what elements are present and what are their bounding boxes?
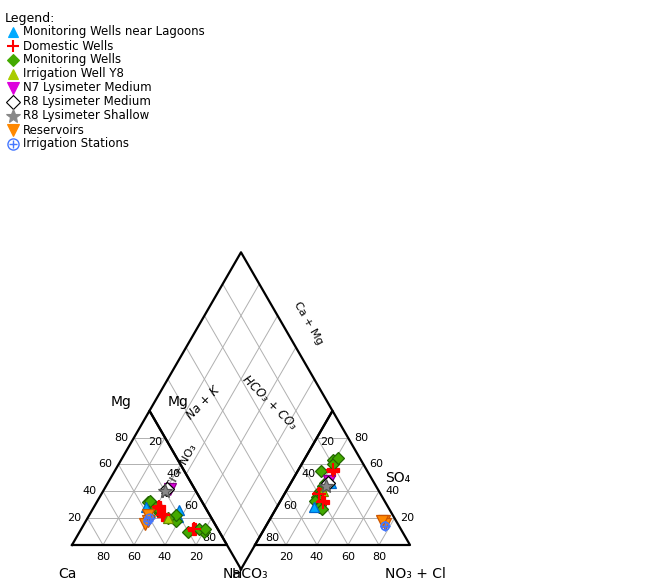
Text: 20: 20 (400, 513, 415, 523)
Text: 20: 20 (148, 437, 162, 447)
Text: 80: 80 (114, 433, 128, 443)
Text: 20: 20 (189, 552, 203, 562)
Text: 20: 20 (279, 552, 293, 562)
Text: Reservoirs: Reservoirs (23, 123, 85, 137)
Text: 60: 60 (369, 460, 384, 470)
Text: HCO₃: HCO₃ (231, 567, 268, 581)
Text: SO₄ + Cl + NO₃: SO₄ + Cl + NO₃ (148, 443, 199, 522)
Text: 40: 40 (83, 486, 97, 496)
Text: Domestic Wells: Domestic Wells (23, 39, 113, 52)
Text: Monitoring Wells near Lagoons: Monitoring Wells near Lagoons (23, 25, 205, 39)
Text: Mg: Mg (168, 395, 188, 409)
Text: 60: 60 (127, 552, 141, 562)
Text: 80: 80 (354, 433, 368, 443)
Text: N7 Lysimeter Medium: N7 Lysimeter Medium (23, 82, 151, 95)
Text: 20: 20 (320, 437, 334, 447)
Text: Ca + Mg: Ca + Mg (292, 301, 325, 347)
Text: 60: 60 (341, 552, 355, 562)
Text: Ca: Ca (58, 567, 76, 581)
Text: Irrigation Well Y8: Irrigation Well Y8 (23, 68, 124, 80)
Text: Monitoring Wells: Monitoring Wells (23, 53, 121, 66)
Text: 60: 60 (185, 501, 198, 511)
Text: HCO₃ + CO₃: HCO₃ + CO₃ (239, 373, 298, 433)
Text: 60: 60 (99, 460, 112, 470)
Text: Mg: Mg (111, 395, 131, 409)
Text: SO₄: SO₄ (385, 471, 411, 485)
Text: Legend:: Legend: (5, 12, 55, 25)
Text: Na: Na (222, 567, 242, 581)
Text: 40: 40 (310, 552, 324, 562)
Text: 80: 80 (203, 532, 216, 542)
Text: 80: 80 (96, 552, 110, 562)
Text: Na + K: Na + K (184, 384, 222, 422)
Text: 40: 40 (166, 469, 180, 479)
Text: 40: 40 (158, 552, 172, 562)
Text: 80: 80 (265, 532, 280, 542)
Text: 20: 20 (68, 513, 81, 523)
Text: Irrigation Stations: Irrigation Stations (23, 137, 129, 150)
Text: 40: 40 (302, 469, 316, 479)
Text: 60: 60 (283, 501, 298, 511)
Text: 40: 40 (385, 486, 399, 496)
Text: 80: 80 (372, 552, 386, 562)
Text: R8 Lysimeter Shallow: R8 Lysimeter Shallow (23, 110, 150, 123)
Text: R8 Lysimeter Medium: R8 Lysimeter Medium (23, 96, 151, 109)
Text: NO₃ + Cl: NO₃ + Cl (385, 567, 445, 581)
